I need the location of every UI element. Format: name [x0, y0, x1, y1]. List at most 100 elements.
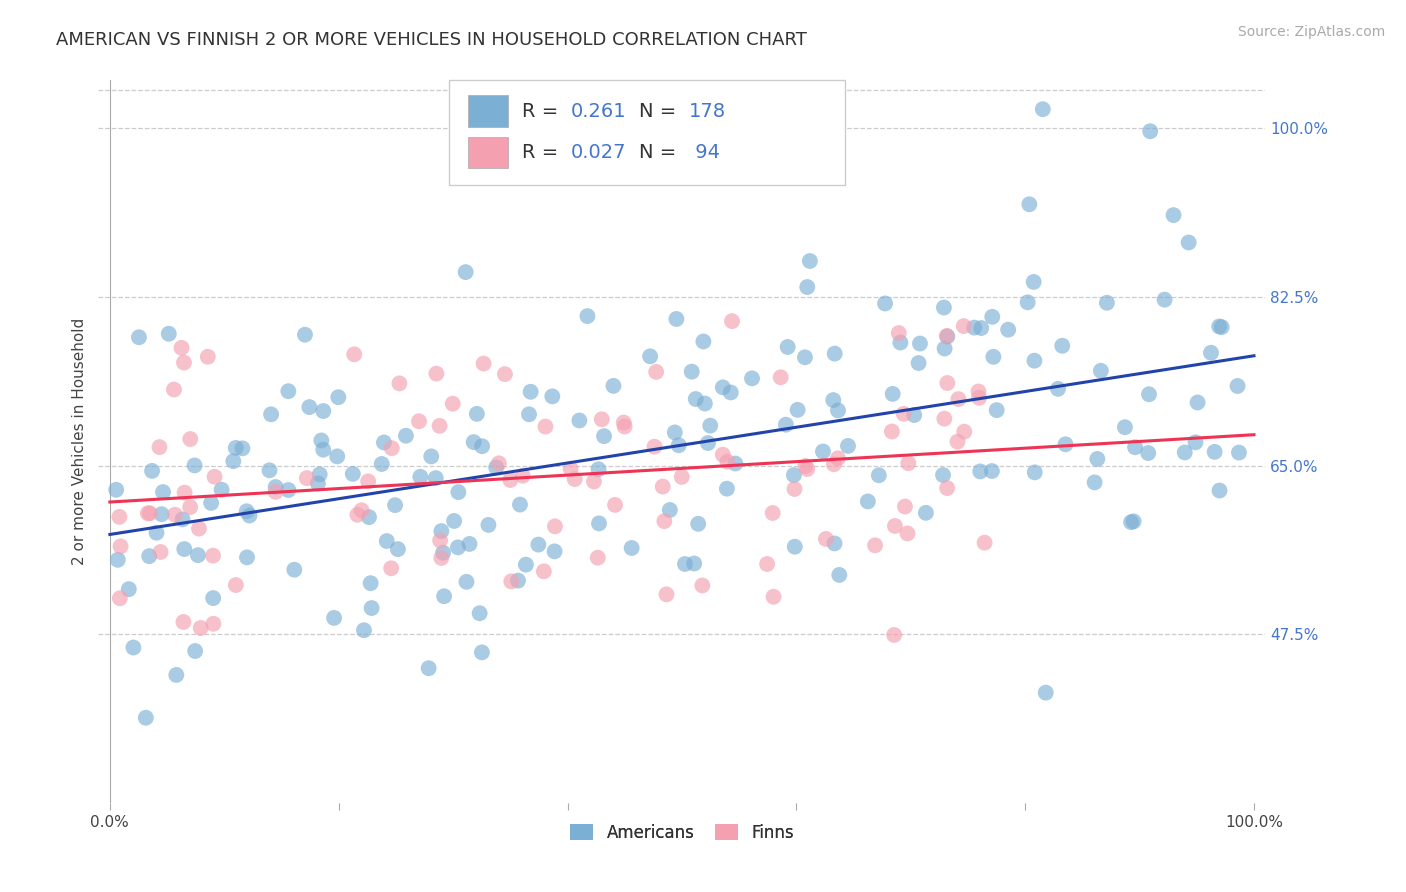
Point — [673, 557, 696, 571]
Point — [357, 475, 380, 489]
FancyBboxPatch shape — [468, 95, 508, 128]
Point — [775, 417, 797, 432]
Point — [882, 387, 904, 401]
Point — [716, 455, 738, 469]
Point — [1035, 686, 1057, 700]
Text: AMERICAN VS FINNISH 2 OR MORE VEHICLES IN HOUSEHOLD CORRELATION CHART: AMERICAN VS FINNISH 2 OR MORE VEHICLES I… — [56, 31, 807, 49]
Point — [837, 439, 859, 453]
Point — [786, 402, 808, 417]
Point — [932, 301, 955, 315]
Point — [264, 484, 287, 499]
Point — [591, 412, 613, 426]
Point — [211, 483, 233, 497]
Point — [963, 320, 986, 334]
Point — [375, 534, 398, 549]
Point — [1208, 483, 1230, 498]
Point — [946, 434, 969, 449]
Point — [179, 500, 201, 514]
Point — [527, 538, 550, 552]
Point — [260, 407, 283, 421]
Point — [894, 500, 917, 514]
Point — [1054, 437, 1077, 451]
Point — [441, 397, 464, 411]
Point — [326, 450, 349, 464]
Point — [811, 444, 834, 458]
Point — [141, 464, 163, 478]
Point — [1085, 452, 1108, 467]
Point — [783, 482, 806, 496]
Point — [671, 470, 693, 484]
Point — [1163, 208, 1185, 222]
FancyBboxPatch shape — [449, 80, 845, 185]
Point — [138, 549, 160, 563]
Point — [432, 546, 454, 560]
Point — [418, 661, 440, 675]
Point — [387, 542, 409, 557]
Point — [157, 326, 180, 341]
Point — [425, 471, 447, 485]
Point — [776, 340, 799, 354]
Point — [238, 508, 260, 523]
Point — [889, 335, 911, 350]
Point — [932, 468, 955, 483]
Point — [236, 550, 259, 565]
Point — [828, 568, 851, 582]
Point — [190, 621, 212, 635]
Point — [468, 606, 491, 620]
Point — [997, 323, 1019, 337]
Point — [533, 564, 555, 578]
Point — [762, 506, 785, 520]
Point — [1199, 345, 1222, 359]
Point — [603, 498, 626, 512]
Point — [494, 367, 516, 381]
Point — [179, 432, 201, 446]
Point — [1095, 295, 1118, 310]
Point — [163, 508, 186, 522]
Text: N =: N = — [638, 102, 682, 120]
Point — [1177, 235, 1199, 250]
Point — [973, 535, 995, 549]
Point — [1024, 466, 1046, 480]
Point — [517, 407, 540, 421]
Point — [602, 379, 624, 393]
Point — [149, 545, 172, 559]
Point — [307, 476, 329, 491]
Point — [447, 485, 470, 500]
Point — [148, 440, 170, 454]
Point — [430, 551, 453, 566]
Point — [863, 538, 886, 552]
Point — [582, 475, 605, 489]
Point — [665, 312, 688, 326]
Point — [1084, 475, 1107, 490]
Point — [896, 526, 918, 541]
Point — [384, 498, 406, 512]
Point — [696, 436, 718, 450]
Point — [264, 480, 287, 494]
Point — [202, 616, 225, 631]
Point — [586, 550, 609, 565]
Point — [312, 404, 335, 418]
Point — [908, 336, 931, 351]
Point — [1018, 197, 1040, 211]
FancyBboxPatch shape — [468, 136, 508, 169]
Point — [259, 463, 281, 477]
Text: 94: 94 — [689, 143, 720, 162]
Point — [512, 468, 534, 483]
Point — [948, 392, 970, 406]
Point — [429, 533, 451, 548]
Point — [907, 356, 929, 370]
Point — [887, 326, 910, 340]
Point — [543, 544, 565, 558]
Point — [541, 389, 564, 403]
Point — [346, 508, 368, 522]
Point — [814, 532, 837, 546]
Point — [1226, 379, 1249, 393]
Point — [655, 587, 678, 601]
Point — [823, 457, 845, 471]
Point — [294, 327, 316, 342]
Point — [658, 503, 681, 517]
Point — [122, 640, 145, 655]
Point — [1184, 435, 1206, 450]
Point — [1139, 124, 1161, 138]
Point — [883, 519, 905, 533]
